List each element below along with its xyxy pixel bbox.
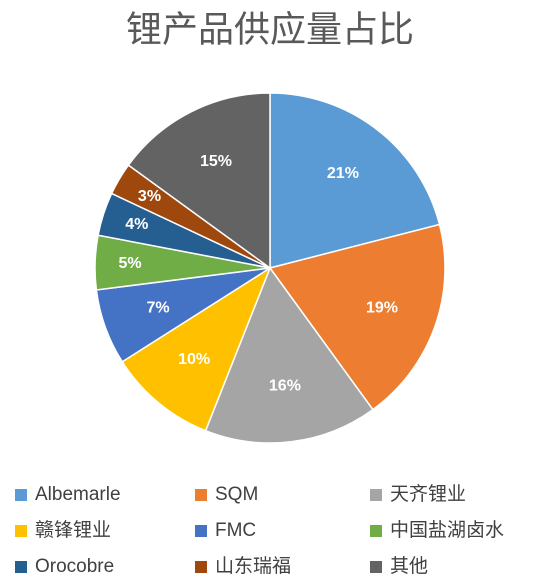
legend-label: Albemarle [35,484,121,505]
data-label: 4% [125,216,148,233]
legend-swatch [195,489,207,501]
legend-swatch [370,525,382,537]
pie-slice [127,92,271,270]
data-label: 15% [200,153,232,170]
pie-slice [268,223,446,411]
legend-label: FMC [215,520,256,541]
data-label: 10% [178,351,210,368]
pie-slice [269,92,441,269]
legend-label: 中国盐湖卤水 [390,519,504,541]
legend-swatch [370,561,382,573]
data-label: 19% [366,300,398,317]
legend-swatch [370,489,382,501]
data-label: 16% [269,377,301,394]
legend-swatch [195,561,207,573]
legend-label: 赣锋锂业 [35,519,111,541]
data-label: 7% [146,300,169,317]
data-label: 3% [138,188,161,205]
pie-slice [204,266,374,444]
legend-label: SQM [215,484,258,505]
legend-swatch [15,525,27,537]
data-label: 21% [327,165,359,182]
legend-label: 山东瑞福 [215,555,291,577]
legend-label: 天齐锂业 [390,483,466,505]
chart-title: 锂产品供应量占比 [126,9,414,50]
legend-swatch [195,525,207,537]
legend-swatch [15,561,27,573]
legend-swatch [15,489,27,501]
pie-slice [121,266,272,432]
legend-label: Orocobre [35,556,114,577]
legend-label: 其他 [390,555,428,577]
data-label: 5% [119,255,142,272]
